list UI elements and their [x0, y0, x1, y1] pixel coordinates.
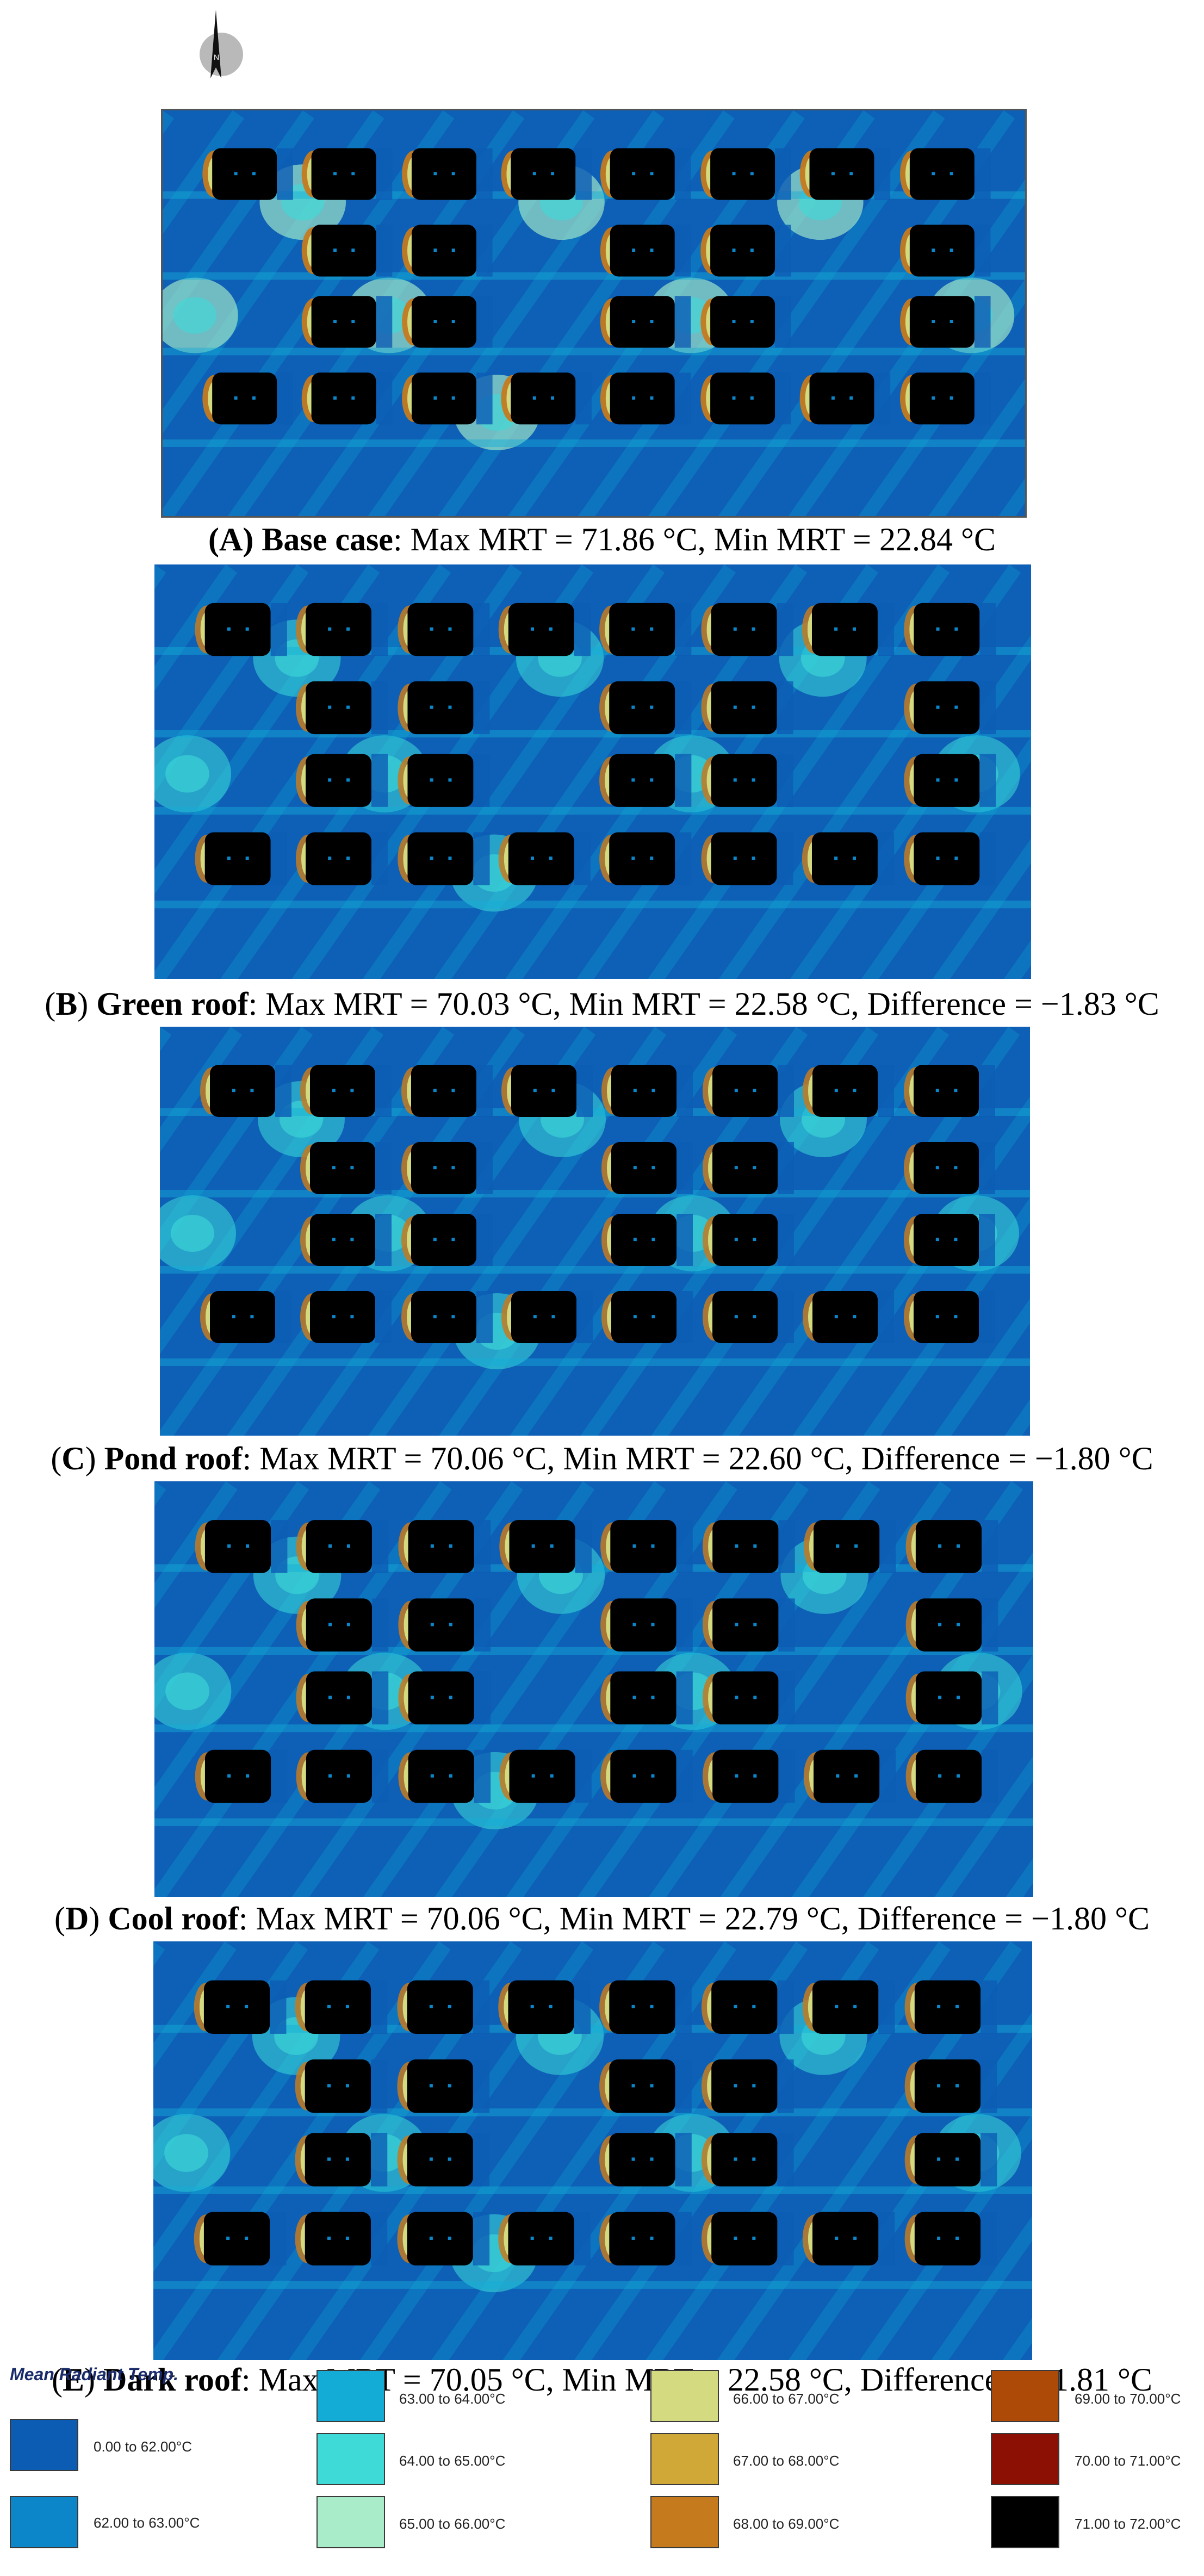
- map-b-svg: [154, 564, 1031, 979]
- map-d-svg: [154, 1481, 1033, 1897]
- legend-label-2: 63.00 to 64.00°C: [399, 2391, 506, 2407]
- mrt-map-base-case: [161, 109, 1027, 518]
- map-c-svg: [160, 1027, 1030, 1436]
- legend-label-9: 70.00 to 71.00°C: [1075, 2453, 1181, 2469]
- legend-swatch-9: [991, 2433, 1059, 2485]
- north-letter: N: [214, 53, 219, 61]
- legend-swatch-4: [316, 2496, 385, 2548]
- map-e-svg: [153, 1941, 1032, 2360]
- legend-swatch-1: [10, 2496, 78, 2548]
- north-arrow-icon: N: [200, 10, 243, 78]
- mrt-map-green-roof: [154, 564, 1031, 979]
- legend-label-5: 66.00 to 67.00°C: [733, 2391, 840, 2407]
- caption-b: (B) Green roof: Max MRT = 70.03 °C, Min …: [45, 986, 1159, 1022]
- legend-label-3: 64.00 to 65.00°C: [399, 2453, 506, 2469]
- legend-title: Mean Radiant Temp.: [10, 2364, 178, 2384]
- map-a-svg: [163, 110, 1025, 516]
- legend-label-7: 68.00 to 69.00°C: [733, 2516, 840, 2532]
- legend-label-0: 0.00 to 62.00°C: [94, 2438, 192, 2455]
- mrt-map-cool-roof: [154, 1481, 1033, 1897]
- legend-swatch-3: [316, 2433, 385, 2485]
- legend-label-4: 65.00 to 66.00°C: [399, 2516, 506, 2532]
- legend-label-8: 69.00 to 70.00°C: [1075, 2391, 1181, 2407]
- legend-label-1: 62.00 to 63.00°C: [94, 2515, 200, 2531]
- legend-swatch-2: [316, 2370, 385, 2422]
- caption-d: (D) Cool roof: Max MRT = 70.06 °C, Min M…: [54, 1901, 1150, 1936]
- legend-swatch-0: [10, 2419, 78, 2471]
- legend-swatch-5: [650, 2370, 719, 2422]
- legend-label-10: 71.00 to 72.00°C: [1075, 2516, 1181, 2532]
- mrt-map-dark-roof: [153, 1941, 1032, 2360]
- legend-swatch-6: [650, 2433, 719, 2485]
- mrt-map-pond-roof: [160, 1027, 1030, 1436]
- caption-c: (C) Pond roof: Max MRT = 70.06 °C, Min M…: [51, 1441, 1153, 1476]
- legend-swatch-8: [991, 2370, 1059, 2422]
- legend-swatch-10: [991, 2496, 1059, 2548]
- legend-swatch-7: [650, 2496, 719, 2548]
- legend-label-6: 67.00 to 68.00°C: [733, 2453, 840, 2469]
- caption-a: (A) Base case: Max MRT = 71.86 °C, Min M…: [208, 522, 996, 557]
